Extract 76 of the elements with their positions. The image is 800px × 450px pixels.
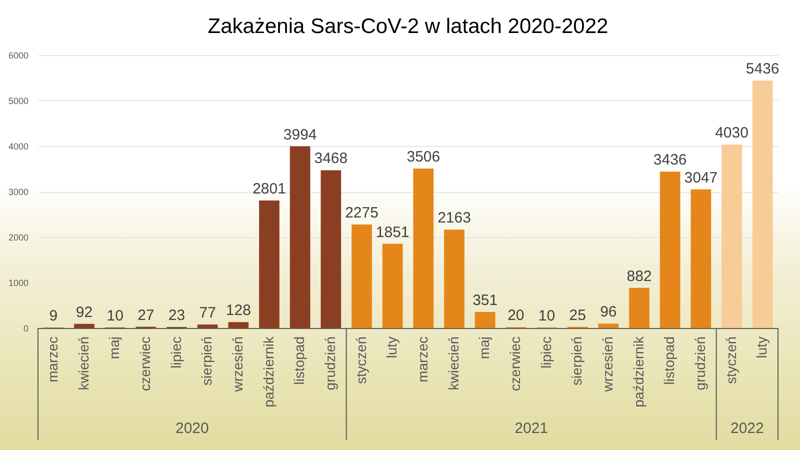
x-tick-label: maj — [106, 336, 122, 360]
bar — [290, 146, 310, 328]
y-tick-label: 5000 — [8, 96, 28, 106]
bar — [382, 244, 403, 328]
x-tick-label: sierpień — [568, 336, 585, 386]
x-tick-label: lipiec — [538, 336, 554, 368]
data-label: 882 — [626, 268, 652, 285]
bar — [752, 80, 773, 328]
x-tick-label: marzec — [414, 336, 430, 382]
data-label: 27 — [138, 306, 154, 324]
x-tick-label: grudzień — [692, 336, 708, 390]
bar — [598, 324, 619, 328]
x-tick-label: styczeń — [722, 336, 739, 384]
data-label: 25 — [569, 306, 586, 324]
x-tick-label: listopad — [291, 336, 308, 385]
text: 2021 — [514, 420, 548, 437]
data-label: 23 — [168, 306, 186, 324]
data-label: 3994 — [283, 126, 317, 144]
data-label: 2275 — [345, 204, 378, 222]
bar — [474, 312, 496, 328]
data-label: 3047 — [684, 169, 718, 186]
x-tick-label: wrzesień — [229, 336, 246, 393]
data-label: 10 — [106, 308, 124, 325]
bar — [629, 288, 650, 328]
x-tick-label: październik — [260, 336, 276, 408]
data-label: 3436 — [653, 152, 687, 169]
x-tick-label: marzec — [44, 336, 60, 382]
x-tick-label: luty — [754, 336, 770, 358]
x-tick-label: sierpień — [198, 336, 215, 386]
y-tick-label: 3000 — [8, 187, 28, 197]
bar — [320, 170, 342, 328]
x-tick-label: grudzień — [322, 336, 338, 390]
x-tick-label: kwiecień — [445, 336, 462, 390]
data-label: 2163 — [438, 210, 471, 227]
x-tick-label: październik — [630, 336, 646, 408]
data-label: 10 — [538, 308, 556, 325]
bar — [259, 200, 280, 328]
x-tick-label: kwiecień — [75, 336, 92, 390]
x-tick-label: styczeń — [352, 336, 369, 384]
data-label: 92 — [76, 304, 93, 321]
data-label: 3506 — [406, 148, 440, 166]
data-label: 96 — [600, 304, 617, 321]
bar — [690, 189, 712, 328]
bar — [352, 224, 372, 328]
data-label: 128 — [226, 302, 251, 320]
data-label: 20 — [508, 307, 524, 324]
data-label: 77 — [199, 304, 216, 322]
x-tick-label: luty — [384, 336, 400, 358]
bar — [74, 324, 94, 328]
x-tick-label: maj — [476, 336, 492, 360]
y-tick-label: 4000 — [8, 142, 28, 152]
bar — [413, 168, 434, 328]
data-label: 351 — [472, 292, 498, 310]
x-tick-label: lipiec — [168, 336, 184, 368]
x-tick-label: listopad — [661, 336, 678, 385]
data-label: 1851 — [376, 224, 410, 241]
data-label: 4030 — [715, 124, 748, 142]
data-label: 9 — [49, 308, 58, 325]
chart-title: Zakażenia Sars-CoV-2 w latach 2020-2022 — [208, 15, 608, 38]
bar — [444, 230, 464, 328]
text: 2022 — [730, 420, 764, 437]
data-label: 3468 — [314, 150, 348, 168]
data-label: 5436 — [746, 60, 780, 78]
bar — [722, 144, 742, 328]
bar — [228, 322, 249, 328]
y-tick-label: 2000 — [8, 232, 28, 242]
x-tick-label: wrzesień — [599, 336, 616, 393]
y-tick-label: 0 — [23, 324, 28, 334]
bar — [197, 324, 218, 328]
text: 2020 — [175, 420, 209, 437]
y-tick-label: 6000 — [8, 50, 28, 60]
data-label: 2801 — [252, 180, 286, 198]
x-tick-label: czerwiec — [506, 336, 523, 391]
y-tick-label: 1000 — [8, 278, 28, 288]
x-tick-label: czerwiec — [136, 336, 153, 391]
bar — [660, 172, 680, 328]
